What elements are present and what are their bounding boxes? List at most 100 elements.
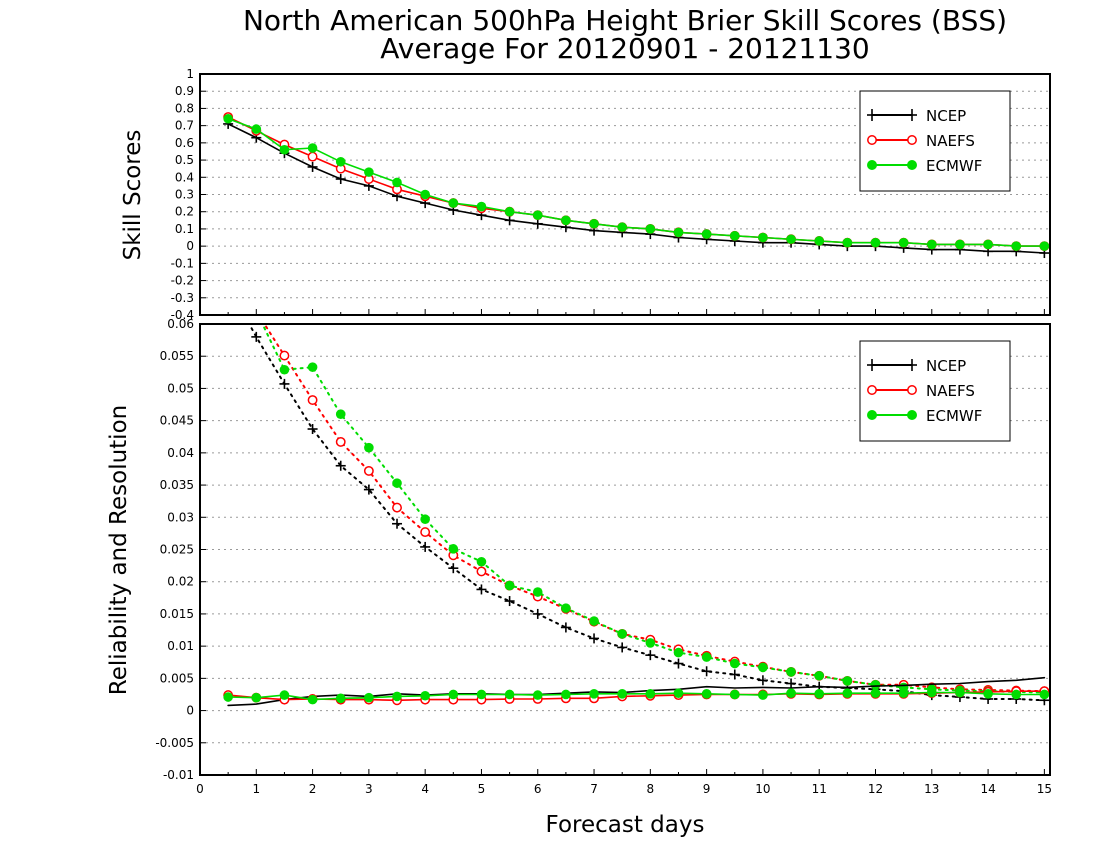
top-ecmwf-point [307,143,318,153]
bottom-ecmwf-point [448,544,459,554]
top-y-tick-label: 1 [186,67,194,81]
top-y-tick-label: 0 [186,239,194,253]
bottom-ncep-point [363,484,374,495]
bottom-ecmwf-point [335,409,346,420]
bottom-ecmwf-point [617,689,627,699]
bottom-y-tick-label: -0.01 [163,768,194,782]
bottom-ecmwf-point [673,688,684,698]
bottom-ncep-point [617,642,628,653]
bottom-ecmwf-point [504,580,515,591]
bottom-y-tick-label: 0.035 [160,478,194,492]
bottom-ecmwf-point [898,688,909,698]
bottom-ecmwf-point [758,690,768,700]
bottom-y-tick-label: 0.02 [167,575,194,589]
x-tick-label: 7 [590,782,598,796]
bottom-ecmwf-point [645,689,656,699]
bottom-ecmwf-point [814,689,825,699]
bottom-y-tick-label: 0.025 [160,543,194,557]
bottom-y-tick-label: 0.005 [160,671,194,685]
bottom-ncep-point [251,331,262,342]
top-legend-label: ECMWF [926,157,982,175]
bottom-legend-label: ECMWF [926,407,982,425]
bottom-ecmwf-point [420,514,430,525]
bottom-ecmwf-point [701,652,712,662]
skill-score-panel: 1 0.9 0.8 0.7 0.6 0.5 0.4 0.3 0.2 0.1 0 -0.1 -0.2 -0.… [171,67,1051,322]
top-ecmwf-point [673,227,684,238]
bottom-ecmwf-point [589,689,599,699]
top-legend-label: NAEFS [926,132,975,150]
bottom-y-axis-label: Reliability and Resolution [106,405,132,695]
bottom-ecmwf-point [307,694,318,705]
x-tick-label: 6 [534,782,542,796]
top-ecmwf-point [589,218,599,229]
x-tick-label: 5 [478,782,486,796]
bottom-ecmwf-point [392,691,402,702]
bottom-ncep-point [223,280,233,290]
bottom-series-ecmwf-line [261,324,1046,694]
bottom-series-ncep-line [227,676,1046,707]
bottom-ncep-point [307,424,318,435]
bottom-naefs-point [307,395,318,405]
bottom-y-tick-label: -0.005 [155,736,194,750]
top-y-tick-label: -0.1 [171,256,194,270]
top-ecmwf-point [1011,241,1022,251]
bottom-ncep-point [532,608,543,619]
bottom-ecmwf-point [955,687,965,698]
bottom-naefs-point [279,350,290,361]
top-ncep-point [307,161,318,172]
bottom-ecmwf-point [645,638,656,648]
x-tick-label: 2 [309,782,317,796]
top-ecmwf-point [448,198,459,208]
top-ecmwf-point [786,234,796,245]
bottom-ecmwf-point [448,689,459,700]
bottom-ecmwf-point [729,689,740,700]
bottom-naefs-point [392,502,402,513]
bottom-y-tick-label: 0.01 [167,639,194,653]
bottom-ncep-point [335,460,346,471]
top-ecmwf-point [701,229,712,239]
bottom-y-tick-label: 0.06 [167,317,194,331]
bottom-ecmwf-point [251,692,262,703]
top-y-tick-label: 0.2 [175,205,194,219]
top-y-tick-label: -0.4 [171,308,194,322]
top-ecmwf-point [926,239,937,250]
top-y-tick-label: -0.2 [171,274,194,288]
bottom-ncep-point [448,563,459,574]
bottom-legend-label: NAEFS [926,382,975,400]
bottom-ecmwf-point [617,629,627,639]
top-ecmwf-point [504,206,515,217]
top-y-tick-label: 0.9 [175,84,194,98]
x-tick-label: 11 [812,782,827,796]
bottom-ncep-point [392,518,403,529]
bottom-ecmwf-point [504,689,515,700]
bottom-ncep-point [420,541,431,552]
bottom-y-tick-label: 0.045 [160,414,194,428]
bottom-y-tick-label: 0.04 [167,446,194,460]
bottom-ecmwf-point [701,689,712,699]
bottom-ncep-point [673,658,684,669]
bottom-ecmwf-point [476,689,487,700]
bottom-y-tick-label: 0.015 [160,607,194,621]
bottom-ecmwf-point [392,478,402,488]
bottom-ncep-point [729,669,740,680]
bottom-plot-area [223,280,1050,707]
top-ecmwf-point [870,237,881,248]
top-legend: NCEP NAEFS ECMWF [859,90,1011,192]
top-ncep-point [335,174,346,185]
bottom-ecmwf-point [673,647,684,658]
bottom-ecmwf-point [729,658,740,669]
top-y-tick-label: 0.5 [175,153,194,167]
reliability-resolution-panel: 0.060.0550.050.0450.040.0350.030.0250.02… [155,280,1052,796]
bottom-ecmwf-point [279,690,290,700]
top-plot-frame [199,73,1051,316]
bottom-legend-entry-ncep: NCEP [867,357,966,375]
bottom-ncep-point [757,675,768,686]
x-tick-label: 13 [924,782,939,796]
top-legend-entry-ncep: NCEP [867,107,966,125]
x-tick-label: 0 [196,782,204,796]
bottom-ecmwf-point [983,689,993,699]
bottom-ecmwf-point [1011,689,1022,700]
top-ecmwf-point [223,113,233,124]
top-ecmwf-point [1039,241,1050,251]
